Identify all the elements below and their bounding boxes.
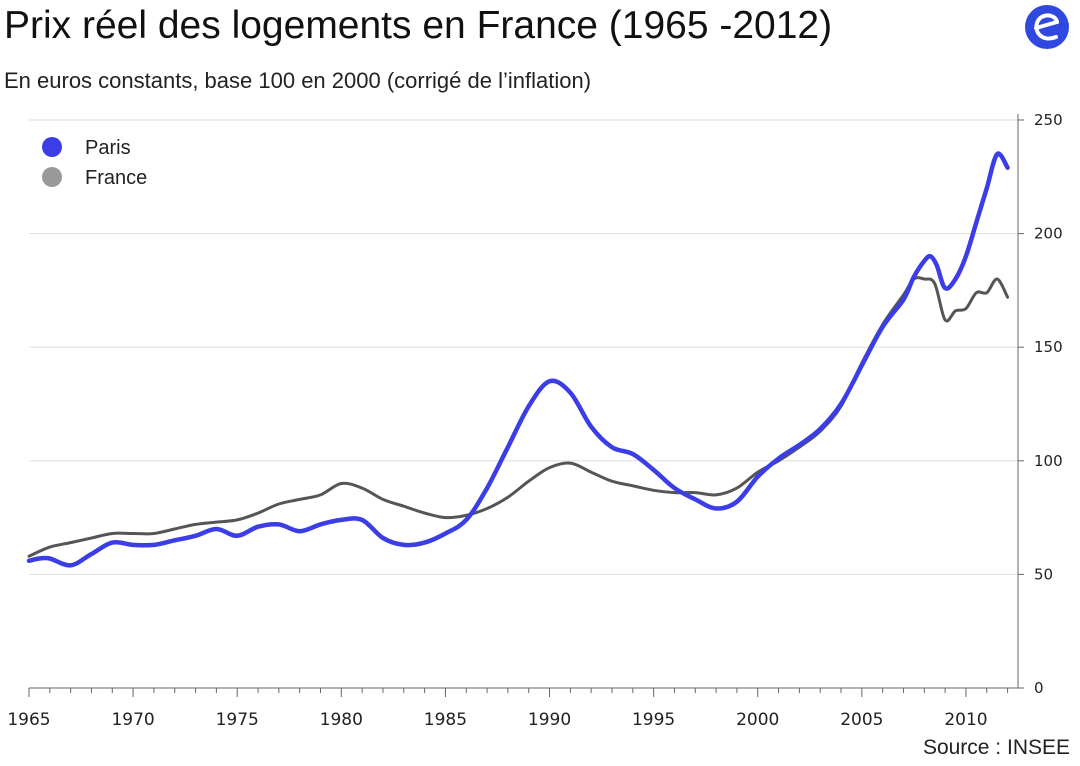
x-tick-label: 1975 [216,710,259,730]
legend-marker-france [42,167,62,187]
x-tick-label: 1965 [7,710,50,730]
series-lines [26,151,1010,568]
legend-marker-paris [42,137,62,157]
series-line-france [27,276,1010,558]
axes: 0 50 100 150 200 250 1965 1970 1975 1980 1985 1990 1… [7,111,1062,730]
y-tick-label: 200 [1034,225,1063,243]
legend: Paris France [42,137,147,189]
y-tick-label: 100 [1034,452,1063,470]
e-circle-logo-icon [1025,5,1069,49]
x-tick-label: 1980 [320,710,363,730]
x-tick-label: 1990 [528,710,571,730]
y-tick-label: 0 [1034,679,1044,697]
chart-subtitle: En euros constants, base 100 en 2000 (co… [4,68,592,93]
y-tick-label: 150 [1034,338,1063,356]
series-line-paris [26,151,1010,568]
x-tick-label: 2010 [944,710,987,730]
y-tick-label: 50 [1034,565,1053,583]
legend-label-paris: Paris [85,137,131,159]
grid-lines [29,119,1018,689]
x-tick-label: 1985 [424,710,467,730]
chart-title: Prix réel des logements en France (1965 … [4,4,833,47]
y-tick-label: 250 [1034,111,1063,129]
x-tick-label: 2005 [840,710,883,730]
legend-label-france: France [85,167,147,189]
x-tick-label: 2000 [736,710,779,730]
x-tick-label: 1970 [111,710,154,730]
x-tick-label: 1995 [632,710,675,730]
source-note: Source : INSEE [922,736,1070,759]
